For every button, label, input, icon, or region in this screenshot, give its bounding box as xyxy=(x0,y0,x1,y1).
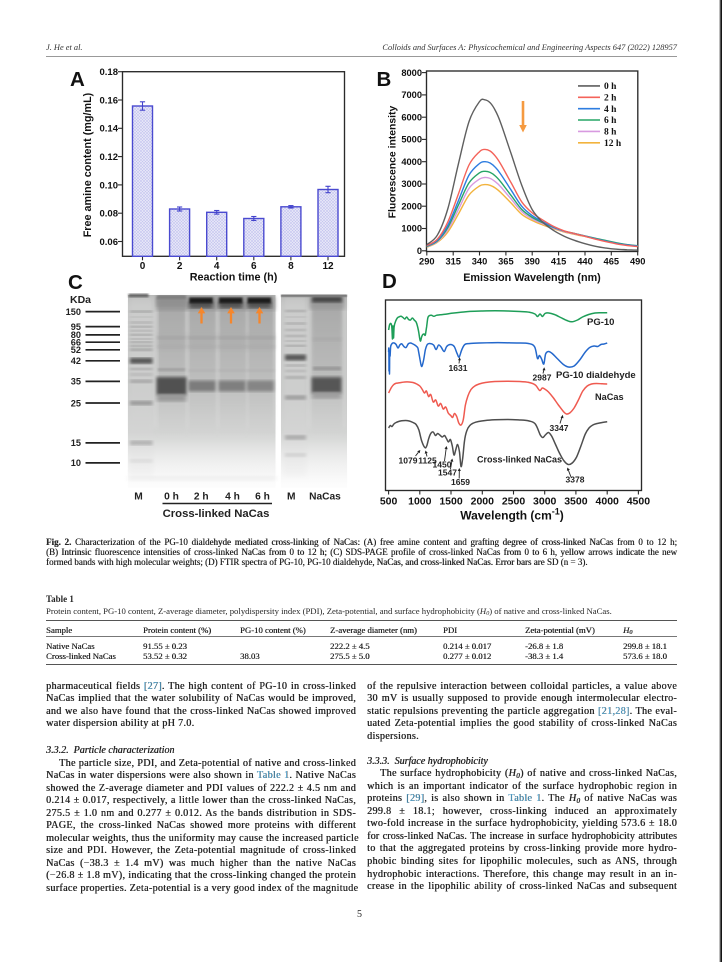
svg-text:2 h: 2 h xyxy=(604,94,617,104)
svg-text:0.16: 0.16 xyxy=(100,95,119,106)
svg-text:6 h: 6 h xyxy=(604,116,617,126)
svg-text:3347: 3347 xyxy=(550,423,569,433)
svg-text:315: 315 xyxy=(445,257,461,267)
svg-text:8 h: 8 h xyxy=(604,128,617,138)
svg-text:0.12: 0.12 xyxy=(100,152,119,163)
svg-text:25: 25 xyxy=(71,398,81,408)
svg-text:0: 0 xyxy=(417,246,422,256)
svg-text:10: 10 xyxy=(71,458,81,468)
svg-text:150: 150 xyxy=(66,307,81,317)
svg-text:35: 35 xyxy=(71,377,81,387)
svg-text:52: 52 xyxy=(71,345,81,355)
svg-text:4000: 4000 xyxy=(401,157,422,167)
svg-text:0: 0 xyxy=(140,261,146,272)
svg-text:PG-10: PG-10 xyxy=(587,317,614,328)
svg-text:7000: 7000 xyxy=(401,90,422,100)
svg-text:0.14: 0.14 xyxy=(100,124,119,135)
svg-text:KDa: KDa xyxy=(70,294,91,306)
svg-text:A: A xyxy=(70,68,85,91)
svg-text:390: 390 xyxy=(524,257,540,267)
svg-text:4000: 4000 xyxy=(596,496,620,508)
svg-text:4 h: 4 h xyxy=(604,105,617,115)
svg-text:2500: 2500 xyxy=(502,496,526,508)
svg-text:Emission Wavelength (nm): Emission Wavelength (nm) xyxy=(463,272,601,284)
svg-text:42: 42 xyxy=(71,356,81,366)
svg-text:0.08: 0.08 xyxy=(100,209,119,220)
svg-text:1125: 1125 xyxy=(418,456,437,466)
svg-text:12: 12 xyxy=(322,261,334,272)
svg-text:4 h: 4 h xyxy=(225,492,240,503)
svg-text:Fluorescence intensity: Fluorescence intensity xyxy=(388,105,399,218)
svg-text:B: B xyxy=(377,68,392,91)
svg-text:Cross-linked NaCas: Cross-linked NaCas xyxy=(163,508,270,520)
svg-text:340: 340 xyxy=(472,257,488,267)
svg-text:12 h: 12 h xyxy=(604,139,622,149)
svg-text:2: 2 xyxy=(177,261,183,272)
svg-text:2000: 2000 xyxy=(471,496,495,508)
svg-text:8000: 8000 xyxy=(401,68,422,78)
svg-text:1659: 1659 xyxy=(451,477,470,487)
svg-text:NaCas: NaCas xyxy=(595,392,624,402)
svg-text:6: 6 xyxy=(251,261,257,272)
svg-text:1500: 1500 xyxy=(439,496,463,508)
svg-text:500: 500 xyxy=(380,496,398,508)
svg-text:415: 415 xyxy=(551,257,567,267)
svg-text:0 h: 0 h xyxy=(164,492,179,503)
svg-text:8: 8 xyxy=(288,261,294,272)
svg-text:M: M xyxy=(134,492,143,503)
svg-text:NaCas: NaCas xyxy=(309,492,341,503)
svg-text:2000: 2000 xyxy=(401,201,422,211)
svg-text:490: 490 xyxy=(630,257,646,267)
svg-text:3378: 3378 xyxy=(566,475,585,485)
svg-text:1450: 1450 xyxy=(433,459,452,469)
svg-text:0.10: 0.10 xyxy=(100,180,119,191)
svg-text:3000: 3000 xyxy=(401,179,422,189)
svg-text:0.18: 0.18 xyxy=(100,67,119,78)
svg-text:0.06: 0.06 xyxy=(100,237,119,248)
svg-text:1631: 1631 xyxy=(449,363,468,373)
svg-text:Cross-linked NaCas: Cross-linked NaCas xyxy=(477,455,562,465)
svg-text:0 h: 0 h xyxy=(604,82,617,92)
svg-text:C: C xyxy=(68,271,83,294)
svg-text:Wavelength (cm-1): Wavelength (cm-1) xyxy=(460,507,564,523)
svg-text:4500: 4500 xyxy=(627,496,651,508)
svg-text:4: 4 xyxy=(214,261,220,272)
svg-text:365: 365 xyxy=(498,257,514,267)
svg-text:1000: 1000 xyxy=(408,496,432,508)
svg-text:15: 15 xyxy=(71,438,81,448)
svg-text:PG-10 dialdehyde: PG-10 dialdehyde xyxy=(556,370,636,381)
svg-text:440: 440 xyxy=(577,257,593,267)
svg-text:465: 465 xyxy=(604,257,620,267)
svg-text:1547: 1547 xyxy=(438,468,457,478)
svg-text:2987: 2987 xyxy=(533,373,552,383)
svg-text:Reaction time (h): Reaction time (h) xyxy=(190,272,278,284)
svg-text:3500: 3500 xyxy=(564,496,588,508)
svg-text:2 h: 2 h xyxy=(194,492,209,503)
svg-text:66: 66 xyxy=(71,338,81,348)
svg-text:1000: 1000 xyxy=(401,224,422,234)
svg-text:3000: 3000 xyxy=(533,496,557,508)
svg-text:80: 80 xyxy=(71,330,81,340)
svg-text:D: D xyxy=(382,270,397,293)
svg-text:95: 95 xyxy=(71,322,81,332)
svg-text:290: 290 xyxy=(419,257,435,267)
svg-text:Free amine content (mg/mL): Free amine content (mg/mL) xyxy=(82,92,94,237)
svg-text:6000: 6000 xyxy=(401,112,422,122)
svg-text:1079: 1079 xyxy=(399,456,418,466)
svg-text:M: M xyxy=(287,492,296,503)
svg-text:6 h: 6 h xyxy=(255,492,270,503)
svg-text:5000: 5000 xyxy=(401,135,422,145)
